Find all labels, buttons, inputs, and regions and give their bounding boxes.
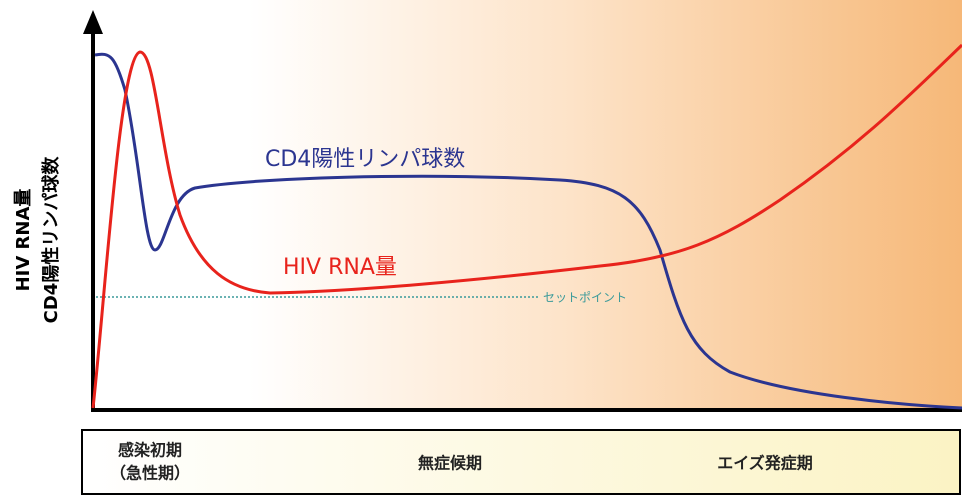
phase-label: 感染初期 [118, 441, 182, 460]
cd4-label: CD4陽性リンパ球数 [265, 147, 465, 172]
hiv-label: HIV RNA量 [283, 255, 397, 280]
hiv-curve [91, 43, 962, 409]
phase-label: 無症候期 [418, 454, 482, 473]
phase-label: エイズ発症期 [717, 454, 813, 473]
y-axis-arrow [83, 10, 103, 34]
y-axis-label: HIV RNA量 [12, 189, 34, 292]
phase-label: （急性期） [110, 464, 190, 483]
phase-bar [81, 429, 961, 495]
set-point-label: セットポイント [543, 291, 627, 305]
plot-background [92, 0, 962, 410]
cd4-curve [94, 52, 962, 410]
y-axis-label: CD4陽性リンパ球数 [40, 156, 62, 324]
